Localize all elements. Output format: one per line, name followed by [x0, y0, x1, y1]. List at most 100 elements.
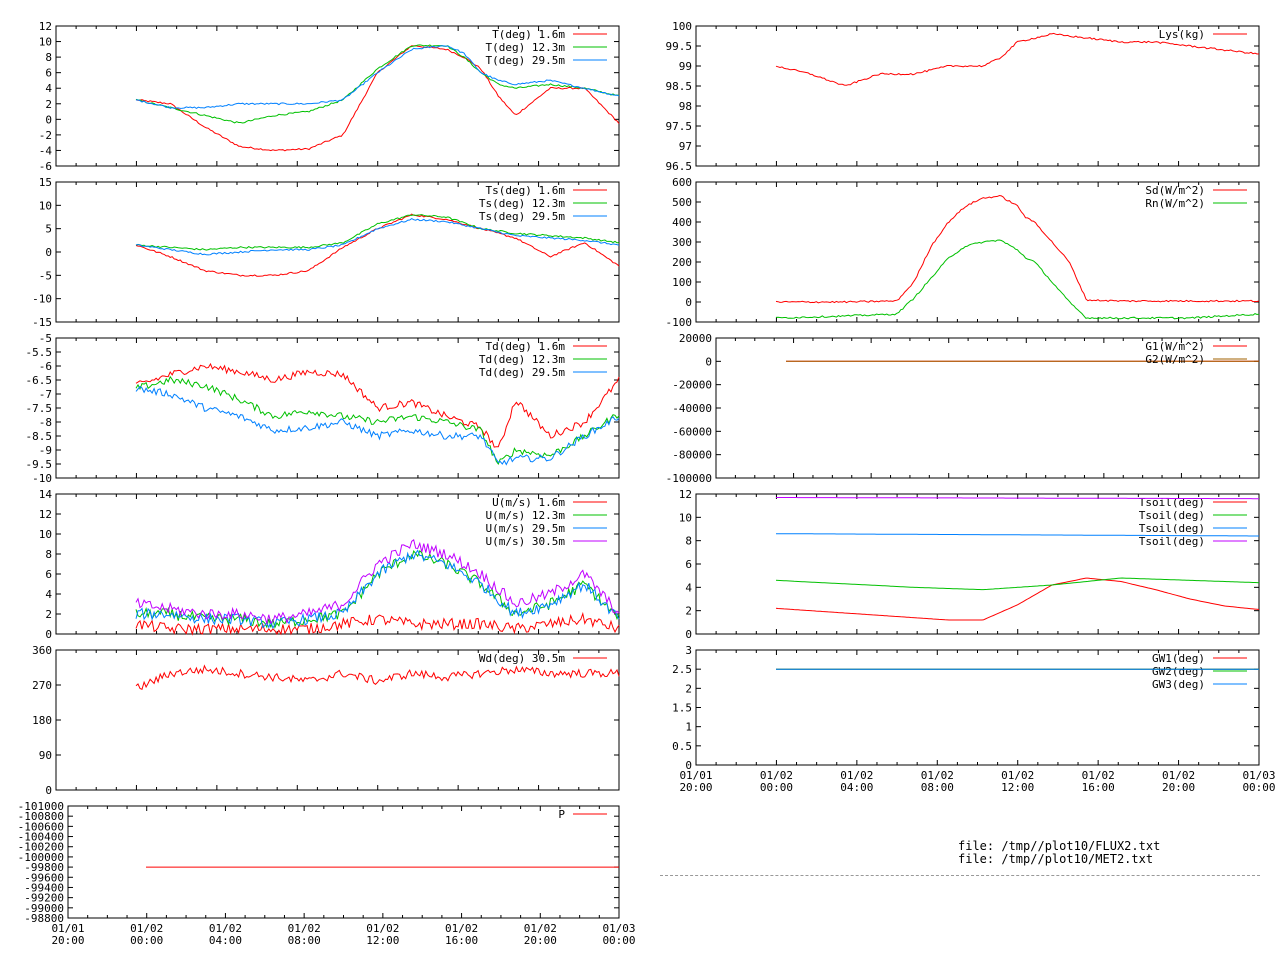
wind-speed-legend-label-2: U(m/s) 29.5m [486, 522, 566, 535]
pressure-frame [67, 805, 620, 919]
air-temp-ytick-label: 8 [45, 51, 52, 64]
pressure-xtick-label-time: 12:00 [366, 934, 399, 947]
gw-temp-xtick-label-time: 12:00 [1001, 781, 1034, 794]
radiation-legend-label-1: Rn(W/m^2) [1145, 197, 1205, 210]
radiation-ytick-label: 300 [672, 236, 692, 249]
surface-temp-ytick-label: 5 [45, 223, 52, 236]
dewpoint-legend-label-2: Td(deg) 29.5m [479, 366, 565, 379]
wind-speed-ytick-label: 8 [45, 548, 52, 561]
wind-dir-legend-label-0: Wd(deg) 30.5m [479, 652, 565, 665]
surface-temp-ytick-label: 10 [39, 199, 52, 212]
surface-temp-ytick-label: 15 [39, 176, 52, 189]
gw-temp-xtick-label: 01/01 [679, 769, 712, 782]
air-temp-series-2 [135, 45, 620, 110]
lysimeter-ytick-label: 96.5 [666, 160, 693, 173]
radiation-series-0 [775, 194, 1260, 304]
gw-temp-xtick-label-time: 00:00 [760, 781, 793, 794]
pressure-xtick-label-time: 00:00 [130, 934, 163, 947]
pressure-xtick-label-time: 16:00 [445, 934, 478, 947]
surface-temp-series-2 [136, 218, 620, 256]
file-label-met: file: /tmp//plot10/MET2.txt [958, 852, 1154, 866]
air-temp-ytick-label: -4 [39, 144, 53, 157]
radiation-ytick-label: 400 [672, 216, 692, 229]
dewpoint-ytick-label: -6 [39, 360, 52, 373]
dewpoint-ytick-label: -8.5 [26, 430, 53, 443]
radiation-ytick-label: 0 [685, 296, 692, 309]
pressure-ytick-label: -99000 [24, 902, 64, 915]
gw-temp-ytick-label: 1 [685, 721, 692, 734]
surface-temp-series-1 [135, 214, 620, 251]
gw-temp-ytick-label: 1.5 [672, 702, 692, 715]
gw-temp-legend-label-0: GW1(deg) [1152, 652, 1205, 665]
surface-temp-legend-label-2: Ts(deg) 29.5m [479, 210, 565, 223]
surface-temp-ytick-label: 0 [45, 246, 52, 259]
pressure-xtick-label-time: 20:00 [524, 934, 557, 947]
wind-speed-ytick-label: 14 [39, 488, 53, 501]
soil-temp-series-2 [776, 533, 1259, 537]
air-temp-legend-label-0: T(deg) 1.6m [492, 28, 565, 41]
pressure-ytick-label: -99800 [24, 861, 64, 874]
dewpoint-series-2 [135, 385, 620, 466]
gw-temp-xtick-label: 01/02 [840, 769, 873, 782]
surface-temp-ytick-label: -15 [32, 316, 52, 329]
wind-dir-ytick-label: 90 [39, 749, 52, 762]
radiation-ytick-label: 100 [672, 276, 692, 289]
gw-temp-xtick-label-time: 08:00 [921, 781, 954, 794]
gw-temp-xtick-label-time: 00:00 [1242, 781, 1275, 794]
ground-heat-legend-label-1: G2(W/m^2) [1145, 353, 1205, 366]
ground-heat-legend-label-0: G1(W/m^2) [1145, 340, 1205, 353]
radiation-ytick-label: 200 [672, 256, 692, 269]
lysimeter-ytick-label: 99 [679, 60, 692, 73]
wind-speed-legend-label-1: U(m/s) 12.3m [486, 509, 566, 522]
dewpoint-ytick-label: -9 [39, 444, 52, 457]
radiation-ytick-label: 500 [672, 196, 692, 209]
pressure-ytick-label: -100800 [18, 810, 64, 823]
gw-temp-legend-label-2: GW3(deg) [1152, 678, 1205, 691]
surface-temp-legend-label-1: Ts(deg) 12.3m [479, 197, 565, 210]
pressure-xtick-label: 01/02 [366, 922, 399, 935]
soil-temp-ytick-label: 2 [685, 605, 692, 618]
dewpoint-series-0 [135, 362, 620, 448]
gw-temp-xtick-label: 01/02 [1001, 769, 1034, 782]
gw-temp-xtick-label-time: 04:00 [840, 781, 873, 794]
wind-dir-series-0 [135, 664, 620, 690]
dewpoint-ytick-label: -9.5 [26, 458, 53, 471]
ground-heat-ytick-label: -60000 [672, 425, 712, 438]
gw-temp-xtick-label-time: 16:00 [1082, 781, 1115, 794]
wind-speed-series-3 [135, 538, 620, 626]
wind-dir-ytick-label: 270 [32, 679, 52, 692]
air-temp-ytick-label: 6 [45, 67, 52, 80]
pressure-ytick-label: -100000 [18, 851, 64, 864]
radiation-ytick-label: 600 [672, 176, 692, 189]
soil-temp-series-0 [775, 577, 1260, 621]
pressure-ytick-label: -101000 [18, 800, 64, 813]
soil-temp-legend-label-1: Tsoil(deg) [1139, 509, 1205, 522]
pressure-xtick-label: 01/02 [524, 922, 557, 935]
pressure-ytick-label: -100600 [18, 820, 64, 833]
dewpoint-ytick-label: -5.5 [26, 346, 53, 359]
lysimeter-ytick-label: 99.5 [666, 40, 693, 53]
pressure-ytick-label: -100200 [18, 841, 64, 854]
air-temp-legend-label-2: T(deg) 29.5m [486, 54, 566, 67]
pressure-ytick-label: -100400 [18, 831, 64, 844]
soil-temp-ytick-label: 10 [679, 511, 692, 524]
separator-line [660, 875, 1260, 876]
surface-temp-legend-label-0: Ts(deg) 1.6m [486, 184, 566, 197]
pressure-ytick-label: -98800 [24, 912, 64, 925]
wind-speed-ytick-label: 0 [45, 628, 52, 641]
wind-speed-series-0 [135, 611, 620, 636]
gw-temp-legend-label-1: GW2(deg) [1152, 665, 1205, 678]
wind-dir-ytick-label: 180 [32, 714, 52, 727]
gw-temp-ytick-label: 0.5 [672, 740, 692, 753]
ground-heat-ytick-label: 0 [705, 355, 712, 368]
air-temp-ytick-label: -2 [39, 129, 52, 142]
wind-speed-legend-label-0: U(m/s) 1.6m [492, 496, 565, 509]
gw-temp-xtick-label-time: 20:00 [1162, 781, 1195, 794]
radiation-legend-label-0: Sd(W/m^2) [1145, 184, 1205, 197]
dewpoint-legend-label-0: Td(deg) 1.6m [486, 340, 566, 353]
pressure-xtick-label-time: 20:00 [51, 934, 84, 947]
soil-temp-legend-label-0: Tsoil(deg) [1139, 496, 1205, 509]
ground-heat-ytick-label: 20000 [679, 332, 712, 345]
gw-temp-xtick-label: 01/02 [760, 769, 793, 782]
surface-temp-ytick-label: -5 [39, 269, 52, 282]
